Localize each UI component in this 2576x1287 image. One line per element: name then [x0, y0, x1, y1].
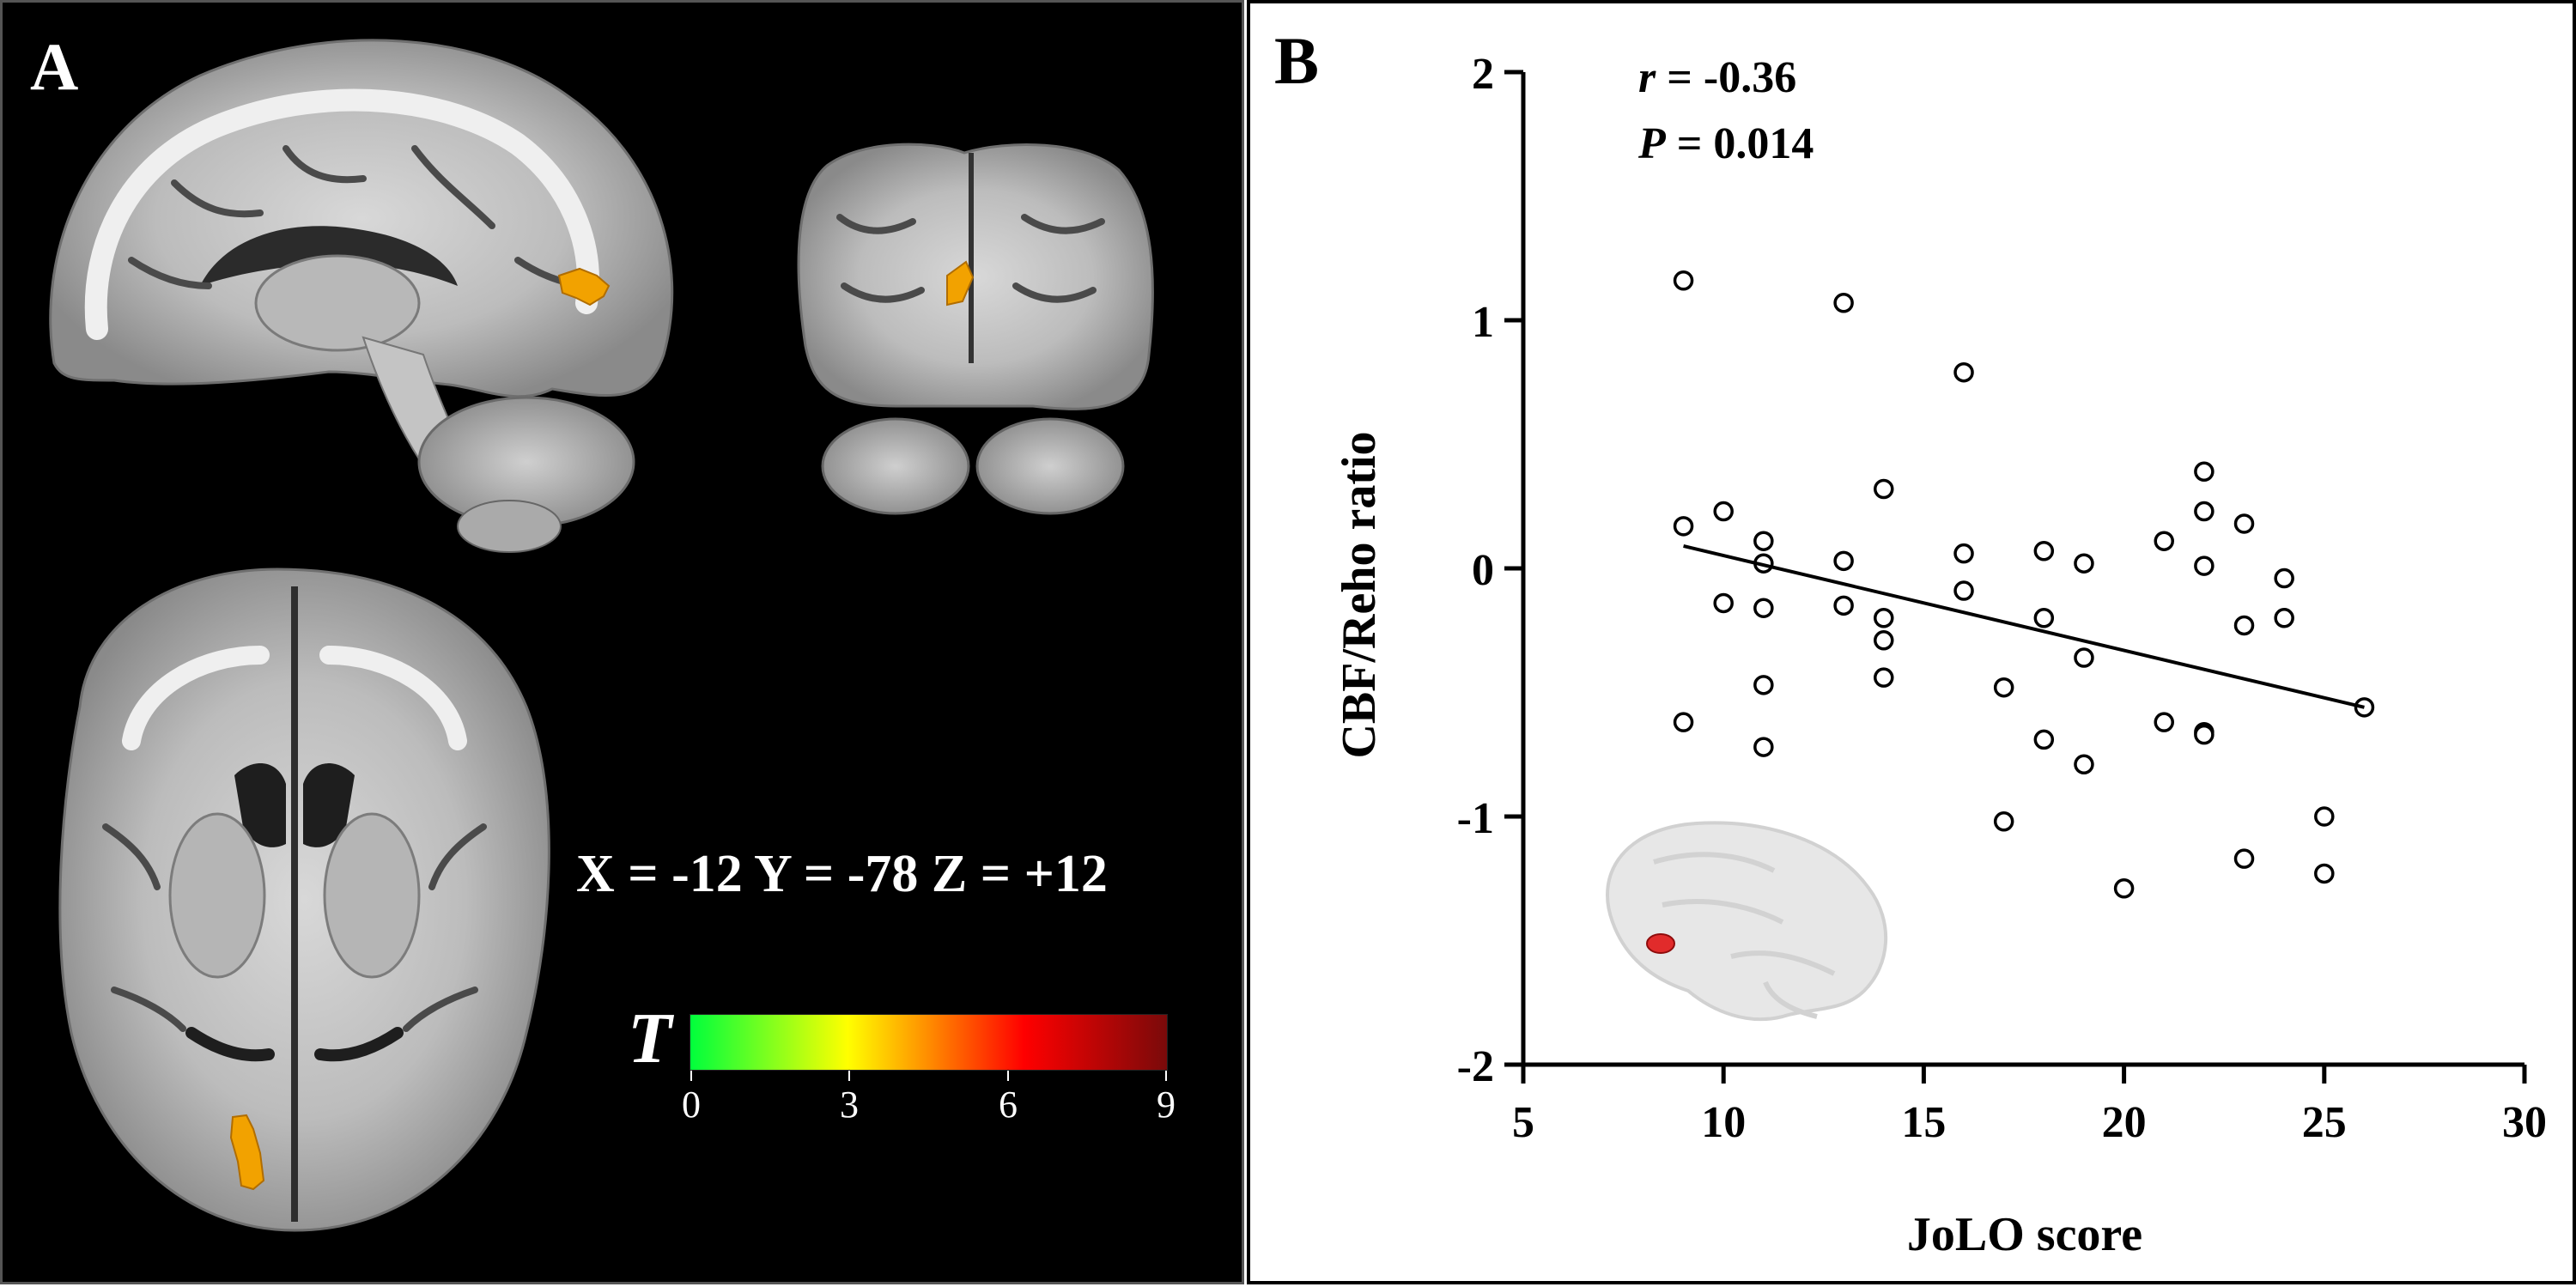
brain-slices-image	[49, 39, 1154, 1232]
x-tick-label: 20	[2102, 1098, 2147, 1147]
colorbar-tick	[690, 1071, 692, 1081]
data-point	[2033, 541, 2055, 562]
data-point	[1673, 516, 1694, 537]
coronal-slice	[797, 143, 1154, 515]
regression-line	[1683, 544, 2365, 709]
data-point	[2233, 513, 2255, 534]
x-tick-label: 15	[1901, 1098, 1946, 1147]
data-point	[1833, 595, 1854, 616]
data-point	[1874, 630, 1894, 651]
colorbar	[690, 1014, 1168, 1071]
y-tick-label: 1	[1472, 298, 1494, 347]
data-point	[1673, 270, 1694, 291]
data-point	[1953, 543, 1974, 564]
data-point	[1713, 592, 1734, 614]
data-point	[2113, 878, 2135, 899]
mni-coordinates: X = -12 Y = -78 Z = +12	[576, 845, 1108, 903]
sagittal-slice	[49, 39, 674, 553]
colorbar-tick	[848, 1071, 850, 1081]
cluster-marker-sagittal	[557, 267, 611, 307]
cluster-marker-axial	[229, 1114, 265, 1191]
data-point	[2194, 555, 2215, 576]
data-point	[2314, 806, 2335, 827]
colorbar-label: 3	[840, 1084, 859, 1126]
data-point	[1753, 531, 1774, 551]
data-point	[2194, 724, 2215, 745]
colorbar-symbol: T	[628, 999, 672, 1078]
data-point	[2033, 608, 2055, 628]
data-point	[1874, 608, 1894, 628]
data-point	[1874, 478, 1894, 500]
colorbar-label: 6	[999, 1084, 1018, 1126]
x-tick-label: 10	[1701, 1098, 1746, 1147]
x-tick-label: 25	[2302, 1098, 2347, 1147]
data-point	[1993, 677, 2014, 698]
colorbar-tick	[1165, 1071, 1167, 1081]
panel-b: B -2 -1 0 1 2 5 10 15 20 25 30 r = -0.36 P = 0.014…	[1247, 0, 2576, 1284]
data-point	[1874, 667, 1894, 688]
data-point	[2194, 501, 2215, 522]
x-axis-label: JoLO score	[1907, 1208, 2142, 1261]
data-point	[2274, 608, 2294, 628]
data-point	[1833, 550, 1854, 572]
data-point	[1753, 675, 1774, 695]
y-tick-label: 2	[1472, 50, 1494, 99]
brain-render-inset	[1606, 821, 1887, 1022]
data-point	[2074, 553, 2094, 574]
data-point	[1673, 712, 1694, 732]
data-point	[2314, 863, 2335, 884]
data-point	[2074, 647, 2094, 668]
colorbar-label: 0	[682, 1084, 701, 1126]
data-point	[2154, 531, 2174, 551]
colorbar-tick	[1007, 1071, 1009, 1081]
y-tick-label: -2	[1457, 1042, 1494, 1091]
x-tick-label: 30	[2502, 1098, 2547, 1147]
panel-a: A	[0, 0, 1244, 1284]
cluster-marker-coronal	[946, 260, 975, 307]
panel-b-letter: B	[1274, 23, 1320, 98]
data-point	[1953, 580, 1974, 601]
data-point	[2154, 712, 2174, 732]
data-point	[2074, 754, 2094, 775]
data-point	[1713, 501, 1734, 522]
data-point	[2274, 568, 2294, 589]
axial-slice	[58, 568, 550, 1232]
data-point	[2233, 615, 2255, 636]
data-point	[1833, 293, 1854, 313]
data-point	[2233, 848, 2255, 869]
y-tick-label: -1	[1457, 794, 1494, 843]
y-axis-label: CBF/Reho ratio	[1333, 431, 1386, 758]
y-tick-label: 0	[1472, 546, 1494, 595]
x-tick-label: 5	[1512, 1098, 1534, 1147]
stat-p: P = 0.014	[1637, 119, 1814, 168]
data-point	[2194, 461, 2215, 483]
data-point	[1753, 737, 1774, 757]
stat-r: r = -0.36	[1638, 53, 1796, 102]
data-point	[1953, 361, 1974, 383]
data-point	[2033, 729, 2055, 750]
data-point	[1753, 598, 1774, 618]
data-point	[1993, 811, 2014, 832]
panel-a-letter: A	[30, 29, 79, 104]
colorbar-label: 9	[1157, 1084, 1176, 1126]
